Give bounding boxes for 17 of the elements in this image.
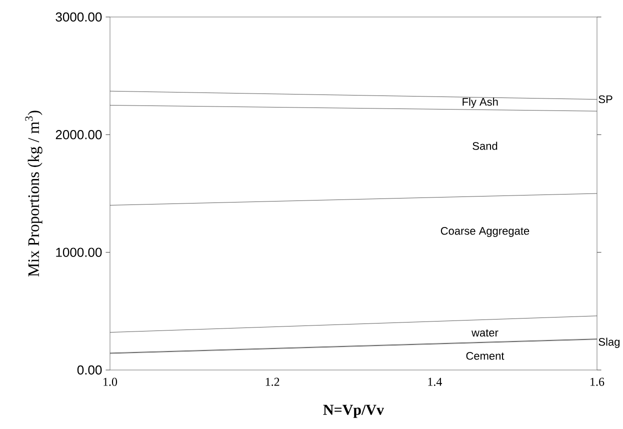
- annotation: Sand: [472, 142, 498, 150]
- y-tick-label: 0.00: [77, 365, 102, 375]
- x-axis-title: N=Vp/Vv: [323, 404, 384, 418]
- y-tick-label: 1000.00: [56, 248, 102, 257]
- annotation: Coarse Aggregate: [440, 227, 530, 237]
- annotation: water: [472, 329, 498, 337]
- text: SP: [598, 95, 612, 104]
- x-tick-label: 1.0: [104, 378, 118, 386]
- y-tick-label: 2000.00: [56, 130, 102, 140]
- x-tick-label: 1.4: [428, 378, 442, 386]
- x-tick-label: 1.6: [590, 378, 604, 386]
- text: Slag: [598, 338, 620, 348]
- y-axis-title: Mix Proportions (kg / m$^{3}$): [25, 110, 42, 277]
- annotation: Cement: [466, 352, 504, 360]
- annotation: Fly Ash: [462, 98, 498, 108]
- y-tick-label: 3000.00: [56, 12, 102, 22]
- x-tick-label: 1.2: [266, 378, 280, 386]
